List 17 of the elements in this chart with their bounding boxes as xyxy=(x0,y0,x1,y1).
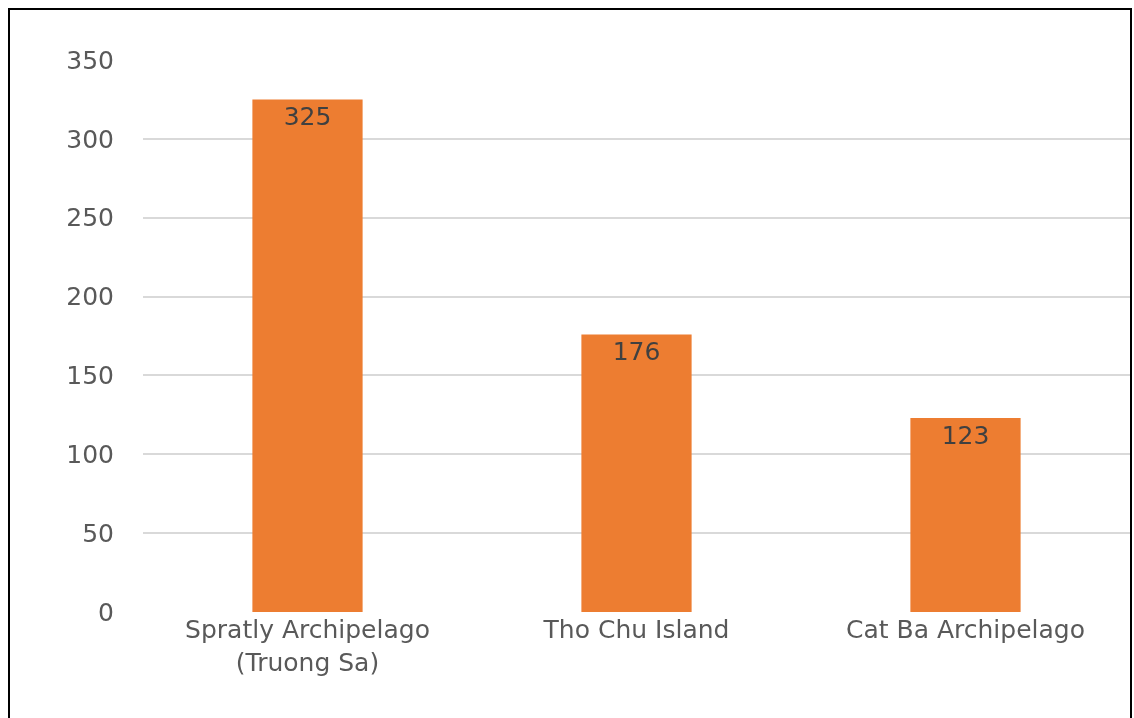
bar xyxy=(581,334,692,612)
y-tick-label: 250 xyxy=(66,203,114,233)
bar xyxy=(252,99,363,612)
data-label: 325 xyxy=(283,102,332,132)
x-tick-label: Cat Ba Archipelago xyxy=(846,615,1085,644)
x-tick-label: Spratly Archipelago (Truong Sa) xyxy=(185,615,430,677)
y-tick-label: 200 xyxy=(66,282,114,312)
x-tick-label: Tho Chu Island xyxy=(542,615,730,644)
y-tick-label: 0 xyxy=(98,597,114,627)
y-tick-label: 350 xyxy=(66,45,114,75)
bar xyxy=(910,418,1021,612)
y-tick-label: 100 xyxy=(66,440,114,470)
y-tick-label: 150 xyxy=(66,361,114,391)
y-tick-label: 50 xyxy=(82,518,114,548)
data-label: 123 xyxy=(941,421,990,451)
y-tick-label: 300 xyxy=(66,124,114,154)
data-label: 176 xyxy=(612,337,661,367)
